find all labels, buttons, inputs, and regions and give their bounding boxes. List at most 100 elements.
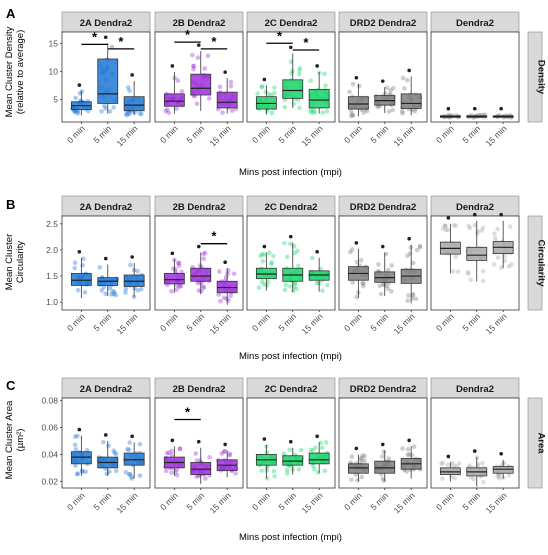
jitter-point bbox=[228, 293, 233, 299]
jitter-point bbox=[259, 468, 265, 473]
jitter-point bbox=[73, 463, 78, 468]
panel-label: C bbox=[6, 378, 16, 393]
x-tick-label: 0 min bbox=[158, 311, 180, 333]
significance-star: * bbox=[277, 28, 283, 43]
jitter-point bbox=[177, 446, 183, 452]
jitter-point bbox=[348, 113, 354, 118]
significance-star: * bbox=[211, 34, 217, 49]
jitter-point bbox=[272, 90, 277, 96]
jitter-point bbox=[125, 85, 131, 90]
jitter-point bbox=[111, 105, 116, 110]
outlier-point bbox=[407, 438, 411, 443]
jitter-point bbox=[404, 469, 409, 474]
jitter-point bbox=[349, 454, 355, 460]
jitter-point bbox=[191, 63, 196, 69]
jitter-point bbox=[216, 292, 221, 297]
jitter-point bbox=[270, 253, 276, 259]
jitter-point bbox=[99, 109, 104, 114]
box bbox=[466, 246, 488, 261]
jitter-point bbox=[129, 474, 134, 479]
jitter-point bbox=[389, 289, 394, 294]
jitter-point bbox=[309, 255, 315, 261]
jitter-point bbox=[269, 260, 275, 265]
jitter-point bbox=[508, 224, 513, 229]
facet-panel bbox=[61, 215, 151, 311]
jitter-point bbox=[106, 443, 111, 449]
jitter-point bbox=[284, 467, 290, 473]
jitter-point bbox=[219, 451, 225, 456]
jitter-point bbox=[112, 289, 117, 295]
y-axis-title-line: (relative to average) bbox=[15, 30, 26, 114]
jitter-point bbox=[361, 283, 366, 289]
jitter-point bbox=[323, 440, 329, 445]
jitter-point bbox=[74, 471, 80, 477]
jitter-point bbox=[195, 55, 201, 60]
outlier-point bbox=[196, 244, 201, 249]
jitter-point bbox=[495, 474, 501, 479]
x-tick-label: 15 min bbox=[391, 123, 416, 148]
jitter-point bbox=[173, 469, 178, 475]
jitter-point bbox=[288, 59, 294, 65]
x-tick-label: 0 min bbox=[65, 311, 87, 333]
jitter-point bbox=[414, 247, 420, 253]
jitter-point bbox=[360, 280, 365, 286]
jitter-point bbox=[102, 103, 107, 109]
jitter-point bbox=[222, 449, 228, 454]
jitter-point bbox=[450, 269, 456, 274]
jitter-point bbox=[107, 285, 112, 291]
jitter-point bbox=[361, 281, 366, 286]
outlier-point bbox=[315, 64, 319, 68]
jitter-point bbox=[97, 265, 103, 270]
jitter-point bbox=[203, 476, 208, 481]
jitter-point bbox=[72, 265, 78, 271]
box bbox=[282, 79, 304, 99]
jitter-point bbox=[402, 86, 407, 91]
jitter-point bbox=[255, 91, 260, 96]
jitter-point bbox=[217, 84, 223, 90]
jitter-point bbox=[267, 250, 272, 256]
facet-strip-label: 2C Dendra2 bbox=[265, 18, 318, 29]
jitter-point bbox=[111, 448, 116, 453]
x-tick-label: 0 min bbox=[434, 311, 456, 333]
outlier-point bbox=[223, 442, 227, 447]
jitter-point bbox=[113, 292, 118, 298]
jitter-point bbox=[315, 470, 321, 475]
x-tick-label: 0 min bbox=[250, 490, 272, 512]
jitter-point bbox=[139, 111, 144, 117]
x-tick-label: 0 min bbox=[434, 123, 456, 145]
box bbox=[282, 455, 304, 466]
outlier-point bbox=[472, 212, 477, 217]
jitter-point bbox=[386, 109, 392, 114]
x-tick-label: 5 min bbox=[91, 490, 113, 512]
jitter-point bbox=[195, 280, 201, 286]
jitter-point bbox=[176, 260, 182, 266]
jitter-point bbox=[440, 226, 446, 232]
jitter-point bbox=[355, 478, 360, 483]
outlier-point bbox=[288, 234, 293, 239]
jitter-point bbox=[381, 449, 387, 454]
jitter-point bbox=[271, 468, 277, 474]
y-tick-label: 0.02 bbox=[41, 476, 58, 486]
jitter-point bbox=[348, 109, 354, 114]
jitter-point bbox=[443, 227, 449, 233]
outlier-point bbox=[262, 77, 267, 82]
jitter-point bbox=[231, 271, 237, 277]
row-strip-label: Circularity bbox=[536, 240, 547, 288]
jitter-point bbox=[385, 286, 391, 291]
outlier-point bbox=[407, 236, 411, 241]
jitter-point bbox=[79, 89, 85, 94]
jitter-point bbox=[406, 293, 411, 298]
x-tick-label: 0 min bbox=[342, 490, 364, 512]
x-tick-label: 15 min bbox=[207, 311, 232, 336]
jitter-point bbox=[285, 471, 290, 476]
facet-strip-label: 2A Dendra2 bbox=[80, 202, 132, 213]
jitter-point bbox=[169, 448, 175, 454]
jitter-point bbox=[455, 269, 461, 274]
jitter-point bbox=[137, 442, 143, 447]
x-tick-label: 5 min bbox=[460, 311, 482, 333]
jitter-point bbox=[390, 107, 395, 113]
jitter-point bbox=[347, 249, 353, 255]
outlier-point bbox=[472, 449, 477, 453]
outlier-point bbox=[288, 439, 293, 444]
jitter-point bbox=[113, 451, 119, 457]
